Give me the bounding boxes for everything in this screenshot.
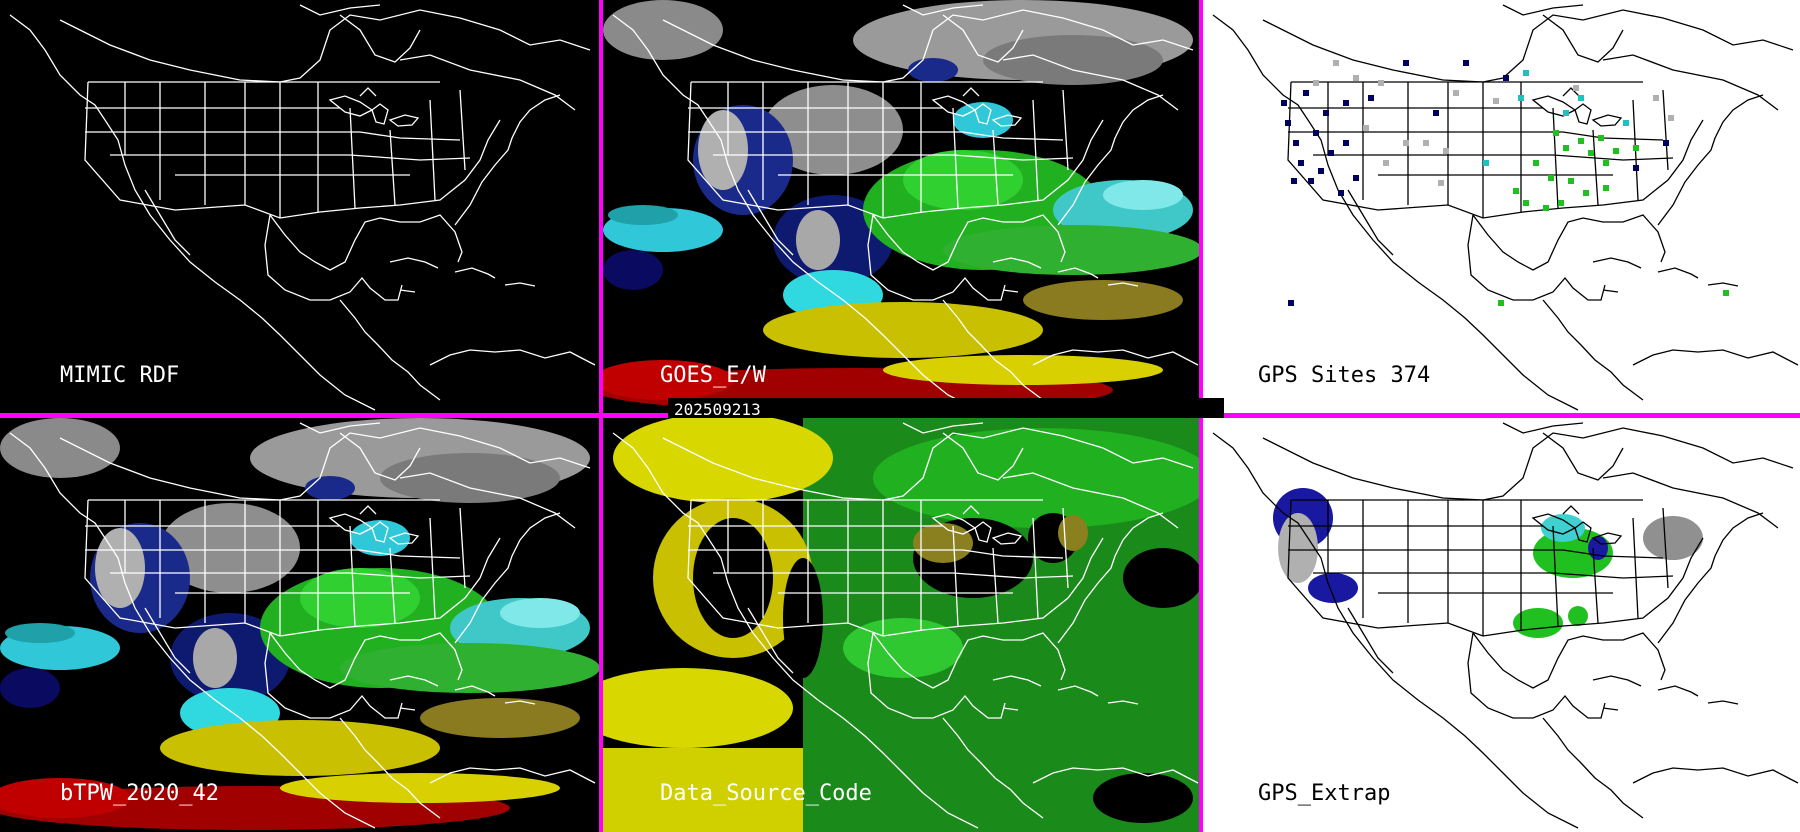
panel-label: GPS_Extrap [1258, 781, 1390, 806]
panel-btpw: bTPW_2020_42 [0, 418, 600, 832]
panel-label: GOES_E/W [660, 363, 767, 388]
gps-site-markers [1281, 60, 1729, 306]
panel-gps-sites: GPS Sites 374 [1203, 0, 1800, 415]
panel-mimic-rdf: MIMIC RDF [0, 0, 600, 415]
panel-goes-ew: GOES_E/W [603, 0, 1203, 415]
panel-data-source-code: Data_Source_Code [603, 418, 1203, 832]
timestamp-text: 202509213 [674, 400, 761, 419]
panel-label: Data_Source_Code [660, 781, 872, 806]
panel-label: bTPW_2020_42 [60, 781, 219, 806]
panel-label: GPS Sites 374 [1258, 363, 1430, 388]
panel-gps-extrap: GPS_Extrap [1203, 418, 1800, 832]
timestamp-bar: 202509213 [668, 398, 1224, 419]
panel-label: MIMIC RDF [60, 363, 179, 388]
